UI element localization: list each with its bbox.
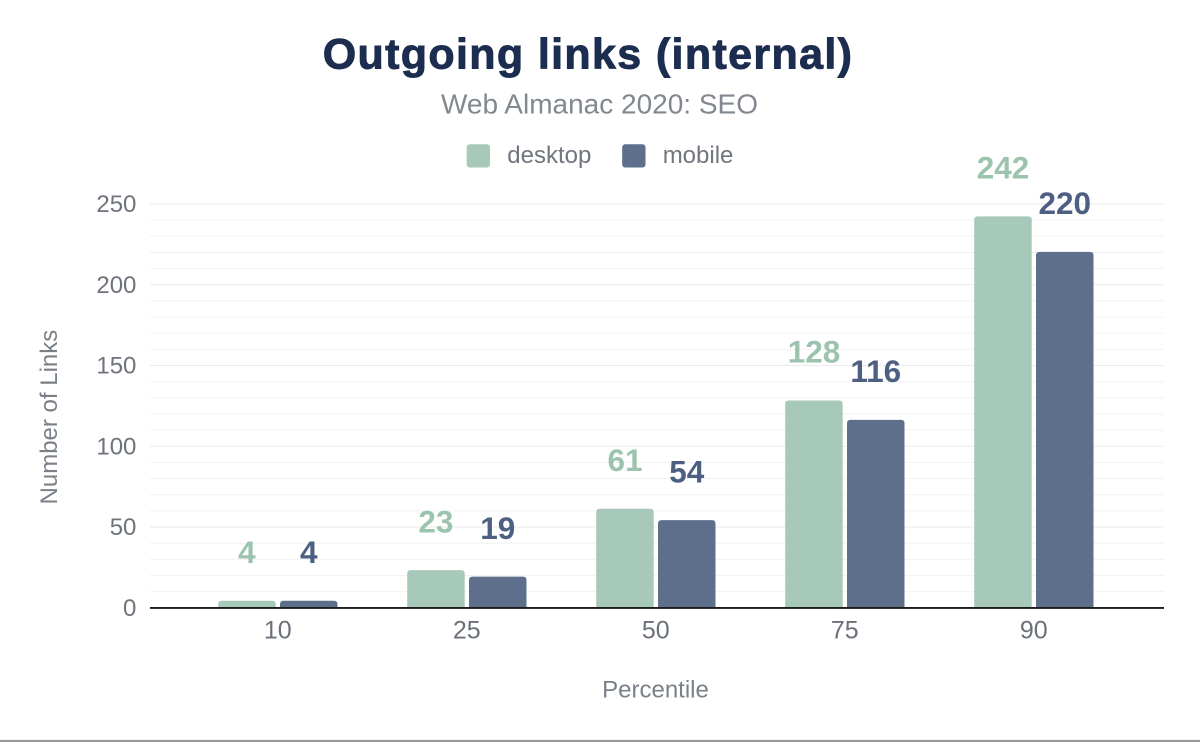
svg-text:4: 4	[238, 534, 256, 570]
svg-text:200: 200	[96, 272, 136, 299]
svg-text:19: 19	[480, 510, 515, 546]
svg-text:116: 116	[850, 353, 901, 389]
svg-text:Web Almanac 2020: SEO: Web Almanac 2020: SEO	[441, 88, 758, 119]
svg-text:220: 220	[1039, 185, 1092, 221]
svg-text:10: 10	[264, 617, 292, 645]
svg-text:Outgoing links (internal): Outgoing links (internal)	[323, 30, 854, 78]
svg-text:150: 150	[96, 353, 136, 380]
svg-text:50: 50	[110, 514, 137, 541]
svg-text:61: 61	[607, 442, 642, 478]
svg-text:23: 23	[418, 503, 453, 539]
svg-text:90: 90	[1020, 617, 1048, 645]
svg-text:0: 0	[123, 595, 136, 622]
svg-text:4: 4	[300, 534, 318, 570]
svg-text:mobile: mobile	[663, 142, 734, 169]
svg-text:100: 100	[96, 433, 136, 460]
svg-text:250: 250	[96, 191, 136, 218]
svg-text:desktop: desktop	[507, 142, 591, 169]
svg-text:Number of Links: Number of Links	[36, 330, 63, 505]
svg-text:242: 242	[977, 150, 1030, 186]
svg-text:50: 50	[642, 617, 670, 645]
svg-text:54: 54	[669, 453, 705, 489]
svg-text:128: 128	[788, 334, 841, 370]
svg-text:25: 25	[453, 617, 481, 645]
svg-text:Percentile: Percentile	[602, 677, 709, 704]
svg-text:75: 75	[831, 617, 859, 645]
